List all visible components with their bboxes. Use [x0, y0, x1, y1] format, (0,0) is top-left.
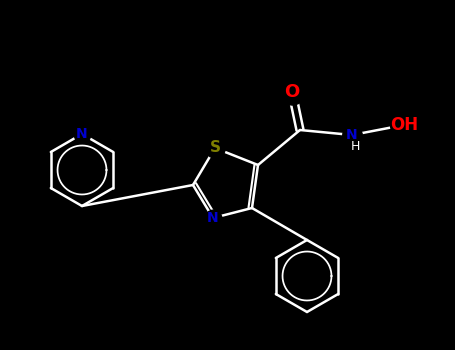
Text: N: N	[76, 127, 88, 141]
Text: H: H	[350, 140, 360, 153]
Text: N: N	[346, 128, 358, 142]
Text: N: N	[207, 211, 219, 225]
Text: O: O	[284, 83, 300, 101]
Text: S: S	[209, 140, 221, 155]
Text: OH: OH	[390, 116, 418, 134]
